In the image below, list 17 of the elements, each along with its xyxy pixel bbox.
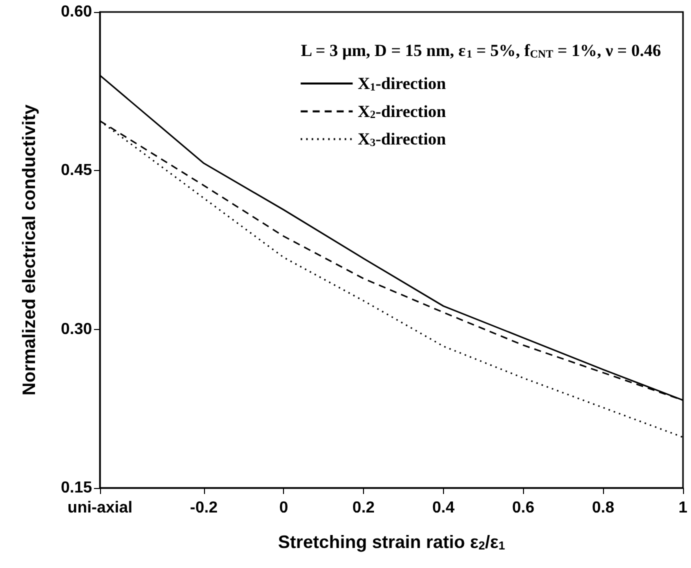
y-tick-label: 0.15 <box>60 480 92 496</box>
y-axis-title: Normalized electrical conductivity <box>19 104 39 396</box>
x-tick-label: 1 <box>678 500 688 516</box>
x-tick-label: 0.4 <box>432 500 455 516</box>
legend-label: X2-direction <box>358 102 447 122</box>
x-tick-label: 0 <box>279 500 288 516</box>
legend-label: X3-direction <box>358 130 447 149</box>
legend-label: X1-direction <box>358 74 447 94</box>
y-tick-label: 0.45 <box>60 162 92 180</box>
x-tick-label: 0.6 <box>512 500 534 516</box>
x-tick-label: uni-axial <box>68 500 132 516</box>
y-tick-label: 0.60 <box>60 4 92 20</box>
annotation: L = 3 μm, D = 15 nm, ε1 = 5%, fCNT = 1%, ν = 0.46 <box>300 41 662 60</box>
x-tick-label: 0.2 <box>352 500 375 516</box>
x-tick-label: -0.2 <box>190 500 218 516</box>
y-tick-label: 0.30 <box>60 320 92 338</box>
x-tick-label: 0.8 <box>592 500 614 516</box>
